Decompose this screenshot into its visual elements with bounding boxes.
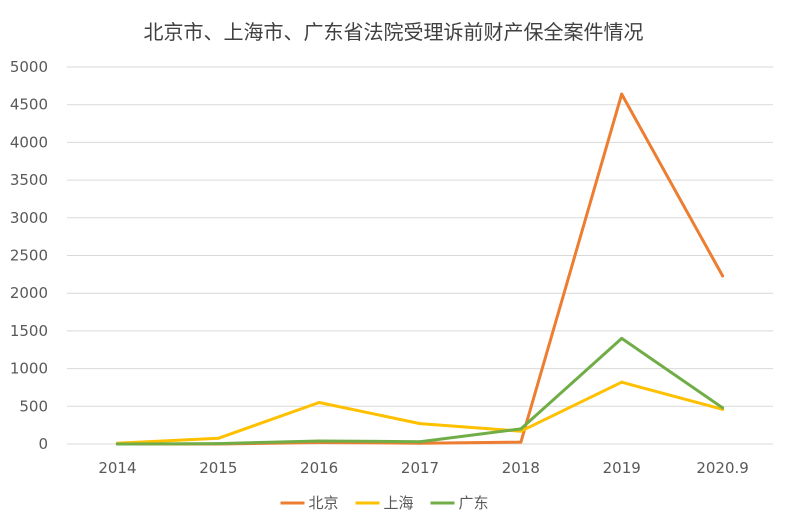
legend-item: 北京 [280, 494, 339, 512]
data-point [418, 422, 422, 426]
x-tick-label: 2015 [199, 459, 237, 477]
series-line-2 [115, 336, 725, 446]
series-line-1 [115, 380, 725, 445]
data-point [115, 442, 119, 446]
y-tick-label: 5000 [10, 58, 48, 76]
y-tick-label: 2000 [10, 284, 48, 302]
legend-item: 广东 [430, 494, 489, 512]
data-point [317, 439, 321, 443]
series-lines [115, 92, 725, 446]
chart-title: 北京市、上海市、广东省法院受理诉前财产保全案件情况 [143, 20, 644, 44]
gridlines [67, 66, 773, 445]
y-axis-labels: 0 500 1000 1500 2000 2500 3000 3500 4000 4500 5000 [10, 58, 48, 453]
data-point [519, 440, 523, 444]
legend-item: 上海 [355, 494, 414, 512]
x-tick-label: 2018 [502, 459, 540, 477]
legend-label: 北京 [309, 494, 339, 512]
x-axis-labels: 2014 2015 2016 2017 2018 2019 2020.9 [98, 459, 748, 477]
x-tick-label: 2016 [300, 459, 338, 477]
data-point [216, 436, 220, 440]
data-point [620, 92, 624, 96]
y-tick-label: 1500 [10, 322, 48, 340]
legend-label: 广东 [459, 494, 489, 512]
x-tick-label: 2020.9 [696, 459, 749, 477]
x-tick-label: 2017 [401, 459, 439, 477]
y-tick-label: 3000 [10, 209, 48, 227]
legend: 北京 上海 广东 [280, 494, 489, 512]
y-tick-label: 4000 [10, 133, 48, 151]
legend-label: 上海 [384, 494, 414, 512]
x-tick-label: 2014 [98, 459, 136, 477]
y-tick-label: 4500 [10, 96, 48, 114]
y-tick-label: 3500 [10, 171, 48, 189]
series-line-0 [115, 92, 725, 446]
data-point [620, 336, 624, 340]
y-tick-label: 2500 [10, 247, 48, 265]
y-tick-label: 1000 [10, 360, 48, 378]
data-point [418, 440, 422, 444]
data-point [620, 380, 624, 384]
x-tick-label: 2019 [603, 459, 641, 477]
y-tick-label: 0 [38, 435, 48, 453]
data-point [317, 401, 321, 405]
data-point [721, 406, 725, 410]
data-point [216, 442, 220, 446]
data-point [519, 427, 523, 431]
y-tick-label: 500 [19, 397, 48, 415]
data-point [721, 274, 725, 278]
